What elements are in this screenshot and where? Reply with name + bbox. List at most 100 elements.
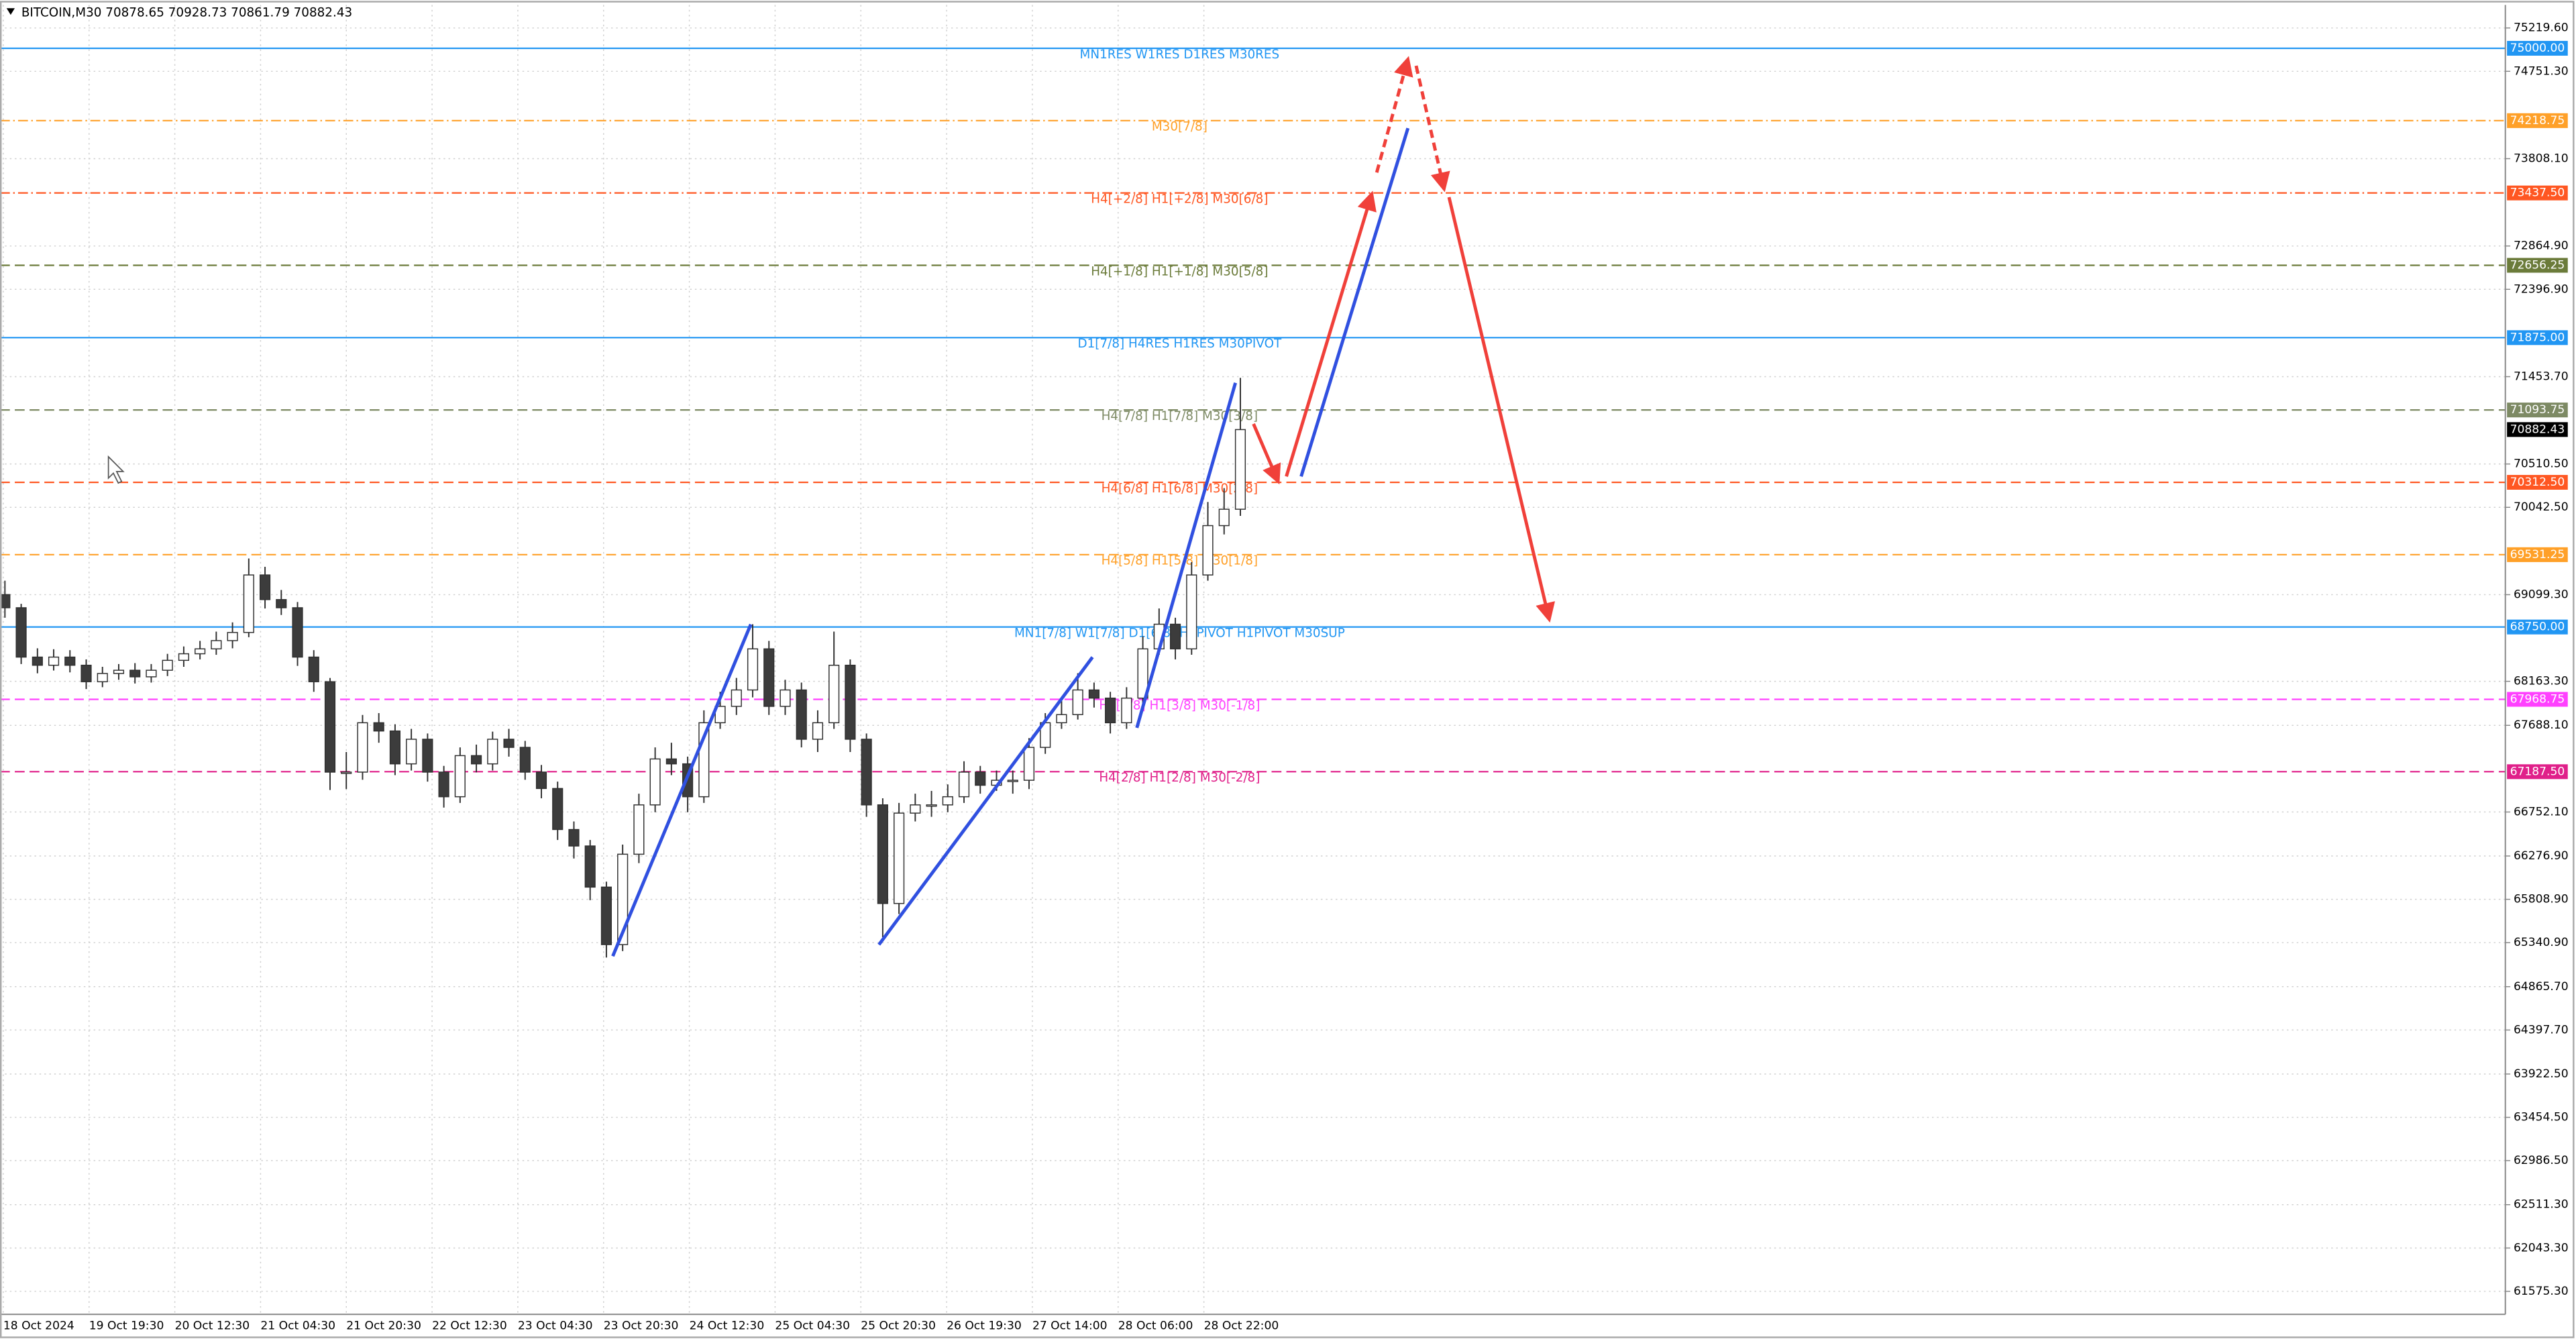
candle-body bbox=[910, 804, 921, 814]
y-tick-label: 72396.90 bbox=[2514, 282, 2569, 296]
candle-body bbox=[1121, 697, 1132, 724]
candle-body bbox=[308, 656, 319, 682]
price-box bbox=[2507, 330, 2568, 345]
candle-body bbox=[1186, 574, 1197, 649]
candle-body bbox=[422, 739, 433, 773]
price-box bbox=[2507, 258, 2568, 273]
y-tick-label: 63922.50 bbox=[2514, 1067, 2569, 1081]
level-name: H4[6/8] H1[6/8] M30[2/8] bbox=[1102, 482, 1258, 496]
y-tick-label: 63454.50 bbox=[2514, 1111, 2569, 1124]
candle-body bbox=[503, 739, 515, 748]
price-box-label: 71875.00 bbox=[2510, 331, 2565, 344]
y-tick-label: 66752.10 bbox=[2514, 805, 2569, 818]
price-box bbox=[2507, 547, 2568, 562]
x-tick-label: 18 Oct 2024 bbox=[3, 1319, 74, 1332]
y-tick-label: 74751.30 bbox=[2514, 64, 2569, 78]
forecast-arrow bbox=[1285, 191, 1377, 477]
candle-body bbox=[324, 681, 336, 773]
candle-body bbox=[1137, 648, 1148, 699]
candle-body bbox=[357, 722, 368, 773]
x-tick-label: 28 Oct 22:00 bbox=[1204, 1319, 1279, 1332]
x-tick-label: 21 Oct 04:30 bbox=[260, 1319, 335, 1332]
candle-body bbox=[584, 845, 596, 888]
y-tick-label: 62043.30 bbox=[2514, 1241, 2569, 1254]
price-box bbox=[2507, 40, 2568, 56]
price-box-label: 73437.50 bbox=[2510, 186, 2565, 200]
candle-body bbox=[389, 730, 400, 765]
candle-body bbox=[454, 755, 466, 798]
candle-body bbox=[15, 607, 27, 658]
x-tick-label: 22 Oct 12:30 bbox=[432, 1319, 507, 1332]
candle-body bbox=[763, 648, 775, 707]
candle-body bbox=[617, 853, 629, 945]
y-tick-label: 71453.70 bbox=[2514, 370, 2569, 383]
candle-body bbox=[48, 656, 60, 666]
candle-body bbox=[1202, 525, 1214, 576]
price-box-label: 67968.75 bbox=[2510, 692, 2565, 706]
menu-arrow bbox=[6, 8, 15, 15]
candle-body bbox=[259, 574, 271, 600]
x-tick-label: 23 Oct 04:30 bbox=[518, 1319, 593, 1332]
x-tick-label: 21 Oct 20:30 bbox=[346, 1319, 421, 1332]
candle-body bbox=[861, 739, 872, 806]
y-tick-label: 65340.90 bbox=[2514, 936, 2569, 949]
candle-body bbox=[227, 632, 238, 641]
candle-body bbox=[64, 656, 76, 666]
candle-body bbox=[162, 659, 173, 671]
price-box bbox=[2507, 474, 2568, 490]
x-tick-label: 20 Oct 12:30 bbox=[175, 1319, 250, 1332]
candle-body bbox=[747, 648, 759, 691]
candle-body bbox=[975, 771, 986, 786]
candle-body bbox=[32, 656, 43, 666]
y-tick-label: 66276.90 bbox=[2514, 849, 2569, 863]
candle-body bbox=[80, 664, 92, 682]
candle-body bbox=[373, 722, 384, 732]
candle-body bbox=[649, 758, 661, 806]
candle-body bbox=[665, 758, 677, 765]
candle-body bbox=[211, 640, 222, 649]
y-tick-label: 72864.90 bbox=[2514, 239, 2569, 253]
y-tick-label: 67688.10 bbox=[2514, 718, 2569, 732]
candle-body bbox=[926, 804, 937, 807]
level-name: MN1RES W1RES D1RES M30RES bbox=[1080, 48, 1280, 62]
levels: MN1RES W1RES D1RES M30RES M30[7/8] H4[+2/8… bbox=[0, 48, 2506, 785]
candle-body bbox=[1105, 697, 1116, 724]
grid bbox=[0, 5, 2506, 1315]
candle-body bbox=[828, 664, 840, 724]
candle-body bbox=[1056, 714, 1067, 724]
candles bbox=[0, 378, 1246, 958]
forecast-arrow bbox=[1252, 423, 1281, 485]
price-box-label: 67187.50 bbox=[2510, 765, 2565, 778]
price-box-label: 72656.25 bbox=[2510, 258, 2565, 272]
candle-body bbox=[438, 771, 449, 798]
axes: 75219.60 74751.30 73808.10 72864.90 72396.90… bbox=[3, 21, 2569, 1333]
price-box-label: 69531.25 bbox=[2510, 548, 2565, 561]
level-name: H4[5/8] H1[5/8] M30[1/8] bbox=[1102, 554, 1258, 568]
candle-body bbox=[894, 812, 905, 904]
candle-body bbox=[600, 886, 612, 945]
price-box-label: 75000.00 bbox=[2510, 42, 2565, 55]
price-box bbox=[2507, 764, 2568, 780]
candle-body bbox=[552, 788, 564, 831]
x-tick-label: 27 Oct 14:00 bbox=[1032, 1319, 1108, 1332]
candle-body bbox=[568, 828, 580, 847]
candle-body bbox=[146, 670, 157, 678]
price-box bbox=[2507, 185, 2568, 201]
price-box bbox=[2507, 113, 2568, 128]
candle-body bbox=[243, 574, 254, 633]
price-box-label: 71093.75 bbox=[2510, 403, 2565, 417]
x-tick-label: 25 Oct 04:30 bbox=[775, 1319, 850, 1332]
candle-body bbox=[731, 689, 742, 707]
mouse-cursor bbox=[107, 455, 125, 484]
candle-body bbox=[714, 706, 726, 724]
current-price-box bbox=[2507, 422, 2568, 437]
y-tick-label: 68163.30 bbox=[2514, 675, 2569, 688]
level-name: H4[2/8] H1[2/8] M30[-2/8] bbox=[1099, 771, 1260, 785]
candle-body bbox=[97, 673, 108, 682]
forecast-arrow bbox=[1414, 65, 1450, 193]
y-tick-label: 64397.70 bbox=[2514, 1023, 2569, 1036]
x-tick-label: 24 Oct 12:30 bbox=[690, 1319, 765, 1332]
candle-body bbox=[1169, 623, 1181, 649]
candle-body bbox=[1007, 780, 1018, 782]
